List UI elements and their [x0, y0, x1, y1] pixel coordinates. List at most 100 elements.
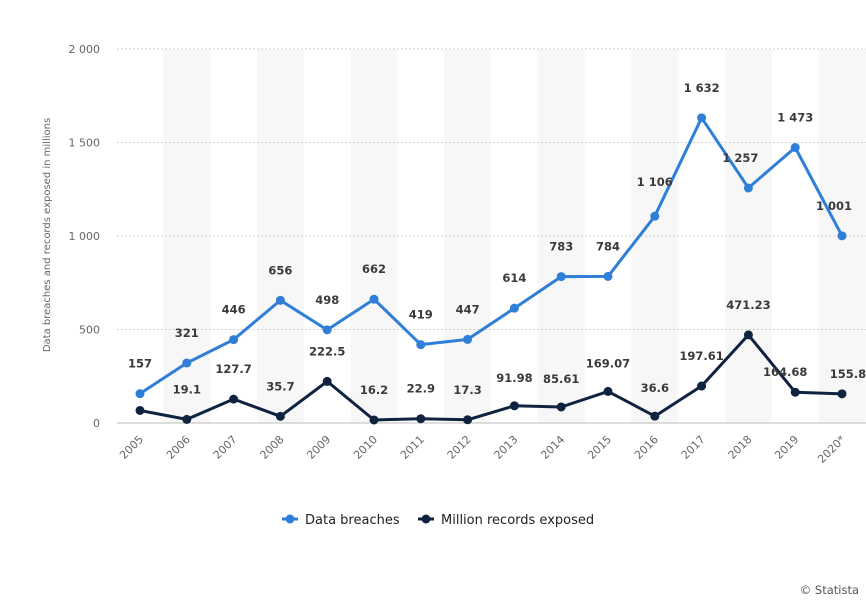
y-axis-ticks: 0 500 1 000 1 500 2 000 [69, 43, 101, 430]
band-2018 [725, 49, 772, 423]
data-label: 321 [175, 326, 199, 340]
data-point[interactable] [790, 143, 800, 153]
data-point[interactable] [790, 387, 800, 397]
data-label: 1 257 [722, 151, 758, 165]
data-point[interactable] [509, 401, 519, 411]
data-labels: 157 321 446 656 498 662 419 447 614 783 784 1 106 1 … [128, 81, 866, 397]
data-point[interactable] [369, 415, 379, 425]
legend-label: Data breaches [305, 513, 400, 528]
x-tick-label: 2014 [538, 433, 567, 462]
x-axis-ticks: 2005 2006 2007 2008 2009 2010 2011 2012 2013 2014… [117, 433, 848, 466]
data-point[interactable] [416, 340, 426, 350]
data-point[interactable] [556, 402, 566, 412]
data-point[interactable] [229, 335, 239, 345]
series-points [135, 113, 847, 425]
data-label: 17.3 [453, 383, 481, 397]
data-point[interactable] [603, 271, 613, 281]
data-point[interactable] [697, 381, 707, 391]
data-label: 662 [362, 262, 386, 276]
data-label: 784 [596, 239, 620, 253]
data-label: 35.7 [266, 379, 294, 393]
legend-item-records-exposed[interactable]: Million records exposed [418, 513, 594, 528]
data-point[interactable] [182, 358, 192, 368]
series-lines [139, 116, 844, 422]
data-point[interactable] [322, 376, 332, 386]
x-tick-label: 2019 [772, 433, 801, 462]
data-point[interactable] [650, 411, 660, 421]
legend: Data breaches Million records exposed [282, 513, 594, 528]
data-label: 155.8 [830, 367, 866, 381]
data-label: 1 632 [684, 81, 720, 95]
data-label: 1 106 [637, 175, 673, 189]
data-label: 498 [315, 293, 339, 307]
legend-label: Million records exposed [441, 513, 594, 528]
series-line-data-breaches [139, 116, 844, 395]
x-tick-label: 2011 [398, 433, 427, 462]
data-label: 19.1 [173, 382, 201, 396]
data-point[interactable] [182, 414, 192, 424]
data-point[interactable] [463, 334, 473, 344]
y-tick-label: 1 500 [69, 137, 101, 150]
data-point[interactable] [556, 272, 566, 282]
data-point[interactable] [837, 231, 847, 241]
x-tick-label: 2012 [445, 433, 474, 462]
data-point[interactable] [322, 325, 332, 335]
data-point[interactable] [275, 411, 285, 421]
legend-marker [285, 514, 295, 524]
data-label: 222.5 [309, 344, 345, 358]
data-label: 446 [222, 303, 246, 317]
legend-item-data-breaches[interactable]: Data breaches [282, 513, 400, 528]
data-label: 656 [268, 263, 292, 277]
series-line-records-exposed [139, 333, 843, 422]
grid-lines [117, 48, 866, 424]
data-label: 22.9 [407, 382, 435, 396]
data-point[interactable] [229, 394, 239, 404]
band-2008 [257, 49, 304, 423]
data-point[interactable] [135, 405, 145, 415]
y-tick-label: 1 000 [69, 230, 101, 243]
legend-marker [421, 514, 431, 524]
data-label: 91.98 [496, 371, 532, 385]
data-label: 419 [409, 308, 433, 322]
data-label: 471.23 [726, 298, 770, 312]
x-tick-label: 2018 [726, 433, 755, 462]
x-tick-label: 2016 [632, 433, 661, 462]
data-label: 85.61 [543, 372, 579, 386]
y-tick-label: 0 [93, 417, 100, 430]
data-point[interactable] [837, 389, 847, 399]
x-tick-label: 2009 [304, 433, 333, 462]
x-tick-label: 2010 [351, 433, 380, 462]
data-point[interactable] [135, 389, 145, 399]
y-axis-label: Data breaches and records exposed in mil… [42, 118, 53, 352]
x-tick-label: 2013 [492, 433, 521, 462]
data-point[interactable] [369, 294, 379, 304]
data-point[interactable] [697, 113, 707, 123]
data-label: 783 [549, 240, 573, 254]
y-tick-label: 2 000 [69, 43, 101, 56]
x-tick-label: 2020* [815, 433, 848, 466]
data-label: 36.6 [641, 381, 669, 395]
x-tick-label: 2008 [258, 433, 287, 462]
data-point[interactable] [603, 386, 613, 396]
data-point[interactable] [743, 330, 753, 340]
data-point[interactable] [416, 414, 426, 424]
data-label: 16.2 [360, 383, 388, 397]
x-tick-label: 2015 [585, 433, 614, 462]
data-point[interactable] [275, 295, 285, 305]
x-tick-label: 2005 [117, 433, 146, 462]
data-label: 447 [456, 302, 480, 316]
data-label: 1 001 [816, 199, 852, 213]
band-2012 [444, 49, 491, 423]
data-label: 157 [128, 357, 152, 371]
data-point[interactable] [743, 183, 753, 193]
y-tick-label: 500 [79, 324, 100, 337]
source-credit[interactable]: © Statista [800, 583, 859, 597]
data-point[interactable] [650, 211, 660, 221]
data-point[interactable] [463, 415, 473, 425]
data-label: 127.7 [215, 362, 251, 376]
data-point[interactable] [509, 303, 519, 313]
x-tick-label: 2007 [211, 433, 240, 462]
data-label: 1 473 [777, 111, 813, 125]
x-tick-label: 2017 [679, 433, 708, 462]
